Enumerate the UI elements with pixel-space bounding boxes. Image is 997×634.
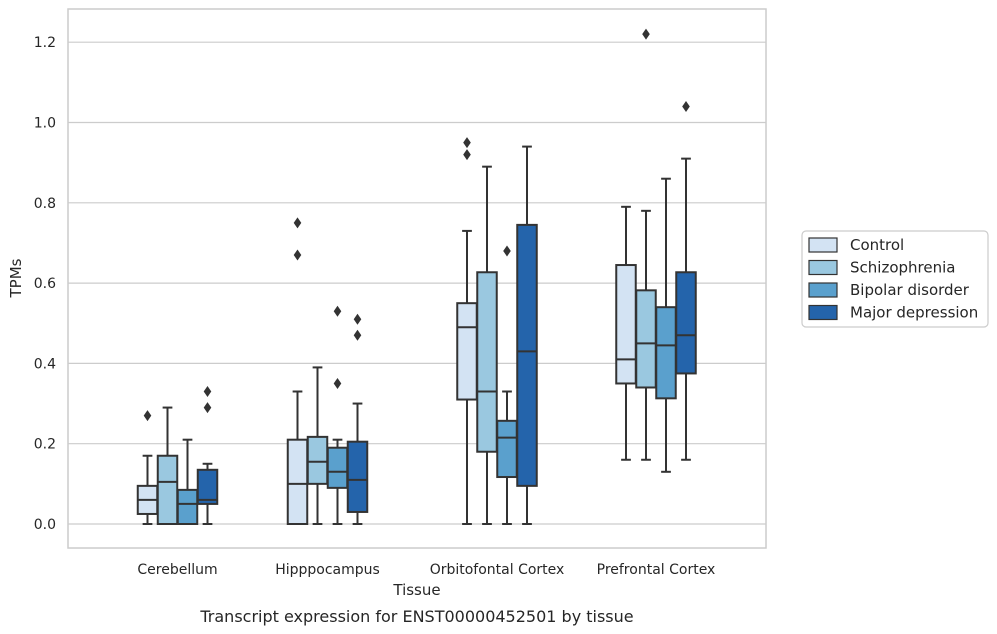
box-groups	[136, 28, 697, 525]
box-schizophrenia	[635, 28, 657, 461]
box-major-depression	[346, 313, 369, 525]
outlier-point	[143, 410, 152, 422]
box-bipolar-disorder	[655, 177, 677, 473]
box-schizophrenia	[476, 165, 498, 525]
y-tick-label: 0.6	[34, 276, 56, 292]
outlier-point	[203, 386, 212, 398]
box-iqr	[156, 454, 179, 525]
box-iqr	[675, 271, 697, 375]
box-iqr	[496, 419, 518, 479]
legend-label: Control	[850, 236, 904, 254]
box-schizophrenia	[306, 366, 329, 525]
box-iqr	[286, 438, 309, 525]
outlier-point	[642, 28, 650, 40]
outlier-point	[333, 377, 342, 389]
x-tick-label: Cerebellum	[137, 562, 217, 578]
outlier-point	[353, 313, 362, 325]
box-iqr	[635, 289, 657, 389]
x-tick-labels: Cerebellum Hipppocampus Orbitofontal Corte…	[137, 562, 715, 578]
y-tick-label: 1.2	[34, 35, 56, 51]
box-control	[456, 137, 478, 525]
y-tick-label: 0.4	[34, 356, 56, 372]
box-iqr	[306, 435, 329, 485]
x-axis-title: Tissue	[392, 581, 440, 599]
plot-frame	[67, 8, 767, 549]
y-tick-labels: 0.0 0.2 0.4 0.6 0.8 1.0 1.2	[34, 35, 56, 533]
outlier-point	[353, 329, 362, 341]
box-major-depression	[196, 386, 219, 525]
x-tick-label: Orbitofontal Cortex	[430, 562, 565, 578]
outlier-point	[203, 402, 212, 414]
grid-lines	[68, 41, 766, 525]
box-control	[136, 410, 159, 525]
box-iqr	[476, 271, 498, 453]
box-iqr	[196, 468, 219, 505]
legend-label: Schizophrenia	[850, 259, 955, 277]
box-bipolar-disorder	[496, 245, 518, 525]
outlier-point	[463, 149, 471, 161]
legend-frame	[801, 230, 989, 328]
box-iqr	[326, 446, 349, 489]
outlier-point	[293, 249, 302, 261]
box-iqr	[615, 264, 637, 385]
box-major-depression	[516, 145, 538, 525]
legend-swatch	[808, 304, 838, 321]
outlier-point	[333, 305, 342, 317]
legend-label: Major depression	[850, 304, 978, 322]
box-iqr	[346, 440, 369, 513]
y-tick-label: 0.0	[34, 517, 56, 533]
box-major-depression	[675, 100, 697, 461]
box-schizophrenia	[156, 406, 179, 525]
outlier-point	[682, 100, 690, 112]
y-axis-title: TPMs	[7, 258, 25, 298]
box-control	[286, 217, 309, 525]
outlier-point	[503, 245, 511, 257]
legend-swatch	[808, 282, 838, 298]
box-iqr	[456, 302, 478, 401]
box-iqr	[516, 223, 538, 487]
y-tick-label: 0.2	[34, 437, 56, 453]
box-iqr	[655, 306, 677, 400]
legend-swatch	[808, 237, 838, 253]
outlier-point	[463, 137, 471, 149]
outlier-point	[293, 217, 302, 229]
legend-label: Bipolar disorder	[850, 281, 970, 299]
box-bipolar-disorder	[176, 438, 199, 525]
box-control	[615, 205, 637, 461]
y-tick-label: 0.8	[34, 196, 56, 212]
box-bipolar-disorder	[326, 305, 349, 525]
legend: Control Schizophrenia Bipolar disorder Majo…	[801, 230, 989, 328]
x-tick-label: Prefrontal Cortex	[597, 562, 716, 578]
chart-caption: Transcript expression for ENST0000045250…	[199, 607, 633, 626]
x-tick-label: Hipppocampus	[275, 562, 380, 578]
box-iqr	[176, 488, 199, 525]
legend-swatch	[808, 259, 838, 276]
y-tick-label: 1.0	[34, 116, 56, 132]
